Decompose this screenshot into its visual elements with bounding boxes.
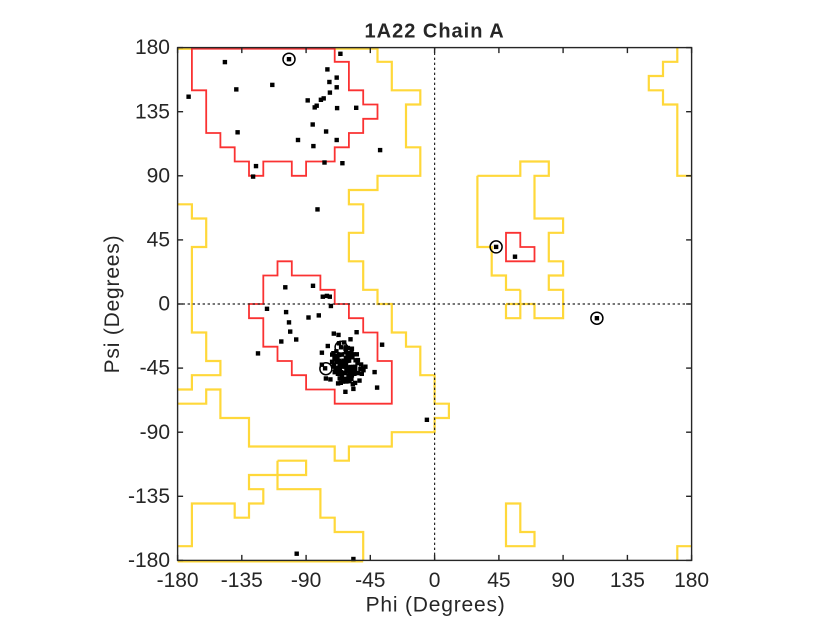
svg-text:-90: -90 [140, 421, 170, 444]
svg-text:-180: -180 [128, 549, 170, 572]
svg-text:90: 90 [551, 569, 574, 592]
svg-text:-180: -180 [157, 569, 199, 592]
svg-text:-45: -45 [355, 569, 385, 592]
svg-text:135: 135 [135, 100, 170, 123]
svg-text:-135: -135 [128, 485, 170, 508]
svg-text:Psi (Degrees): Psi (Degrees) [101, 235, 124, 374]
svg-text:Phi (Degrees): Phi (Degrees) [366, 593, 506, 616]
svg-text:1A22 Chain A: 1A22 Chain A [365, 21, 505, 43]
svg-text:-135: -135 [221, 569, 263, 592]
svg-text:-90: -90 [291, 569, 321, 592]
svg-text:180: 180 [674, 569, 709, 592]
svg-text:45: 45 [147, 229, 170, 252]
svg-text:90: 90 [147, 164, 170, 187]
svg-text:-45: -45 [140, 357, 170, 380]
svg-text:135: 135 [610, 569, 645, 592]
svg-text:0: 0 [158, 293, 170, 316]
svg-text:45: 45 [487, 569, 510, 592]
svg-text:180: 180 [135, 36, 170, 59]
svg-text:0: 0 [429, 569, 441, 592]
